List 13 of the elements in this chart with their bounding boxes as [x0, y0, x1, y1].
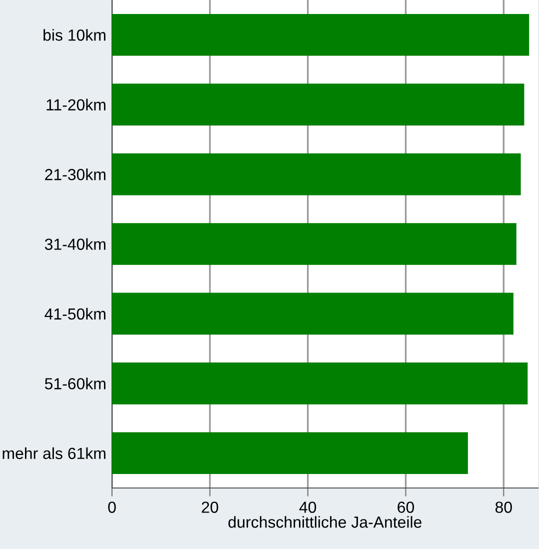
y-tick-label: 21-30km — [45, 168, 106, 180]
y-tick-label: 51-60km — [44, 378, 106, 390]
y-tick-label: 41-50km — [44, 308, 106, 320]
x-axis-title: durchschnittliche Ja-Anteile — [228, 516, 422, 528]
y-tick-label: bis 10km — [44, 29, 106, 41]
y-tick-label: 31-40km — [44, 238, 106, 250]
x-tick-label: 40 — [299, 502, 316, 513]
x-tick-label: 0 — [108, 502, 116, 513]
x-tick-label: 80 — [495, 502, 512, 513]
x-tick-label: 60 — [398, 502, 414, 513]
y-tick-label: 11-20km — [46, 98, 106, 111]
y-tick-label: mehr als 61km — [2, 447, 106, 460]
x-tick-label: 20 — [202, 502, 218, 513]
